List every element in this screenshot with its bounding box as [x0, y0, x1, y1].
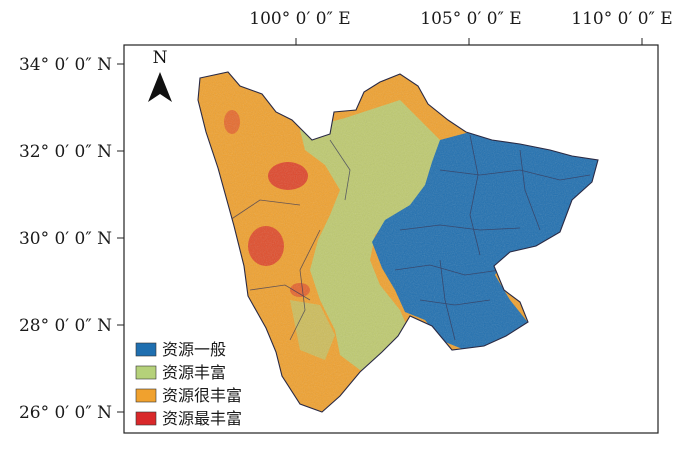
legend-swatch-very-rich: [135, 388, 157, 403]
legend-swatch-rich: [135, 365, 157, 380]
legend-label-rich: 资源丰富: [162, 363, 226, 382]
legend-label-very-rich: 资源很丰富: [162, 386, 242, 405]
y-tick-label-30n: 30° 0′ 0″ N: [19, 229, 112, 249]
y-tick-label-32n: 32° 0′ 0″ N: [19, 142, 112, 162]
axis-ticks: [117, 38, 643, 413]
y-tick-label-34n: 34° 0′ 0″ N: [19, 55, 112, 75]
legend-label-most-rich: 资源最丰富: [162, 409, 242, 428]
legend-swatch-general: [135, 342, 157, 357]
x-tick-label-100e: 100° 0′ 0″ E: [249, 9, 350, 29]
north-label: N: [153, 48, 168, 68]
x-tick-label-110e: 110° 0′ 0″ E: [571, 9, 672, 29]
legend-label-general: 资源一般: [162, 340, 226, 359]
legend-swatch-most-rich: [135, 411, 157, 426]
y-tick-label-28n: 28° 0′ 0″ N: [19, 316, 112, 336]
north-arrow-icon: N: [148, 48, 172, 102]
x-tick-label-105e: 105° 0′ 0″ E: [420, 9, 521, 29]
legend: 资源一般 资源丰富 资源很丰富 资源最丰富: [135, 340, 242, 428]
province-outline: [197, 71, 599, 413]
y-tick-label-26n: 26° 0′ 0″ N: [19, 403, 112, 423]
